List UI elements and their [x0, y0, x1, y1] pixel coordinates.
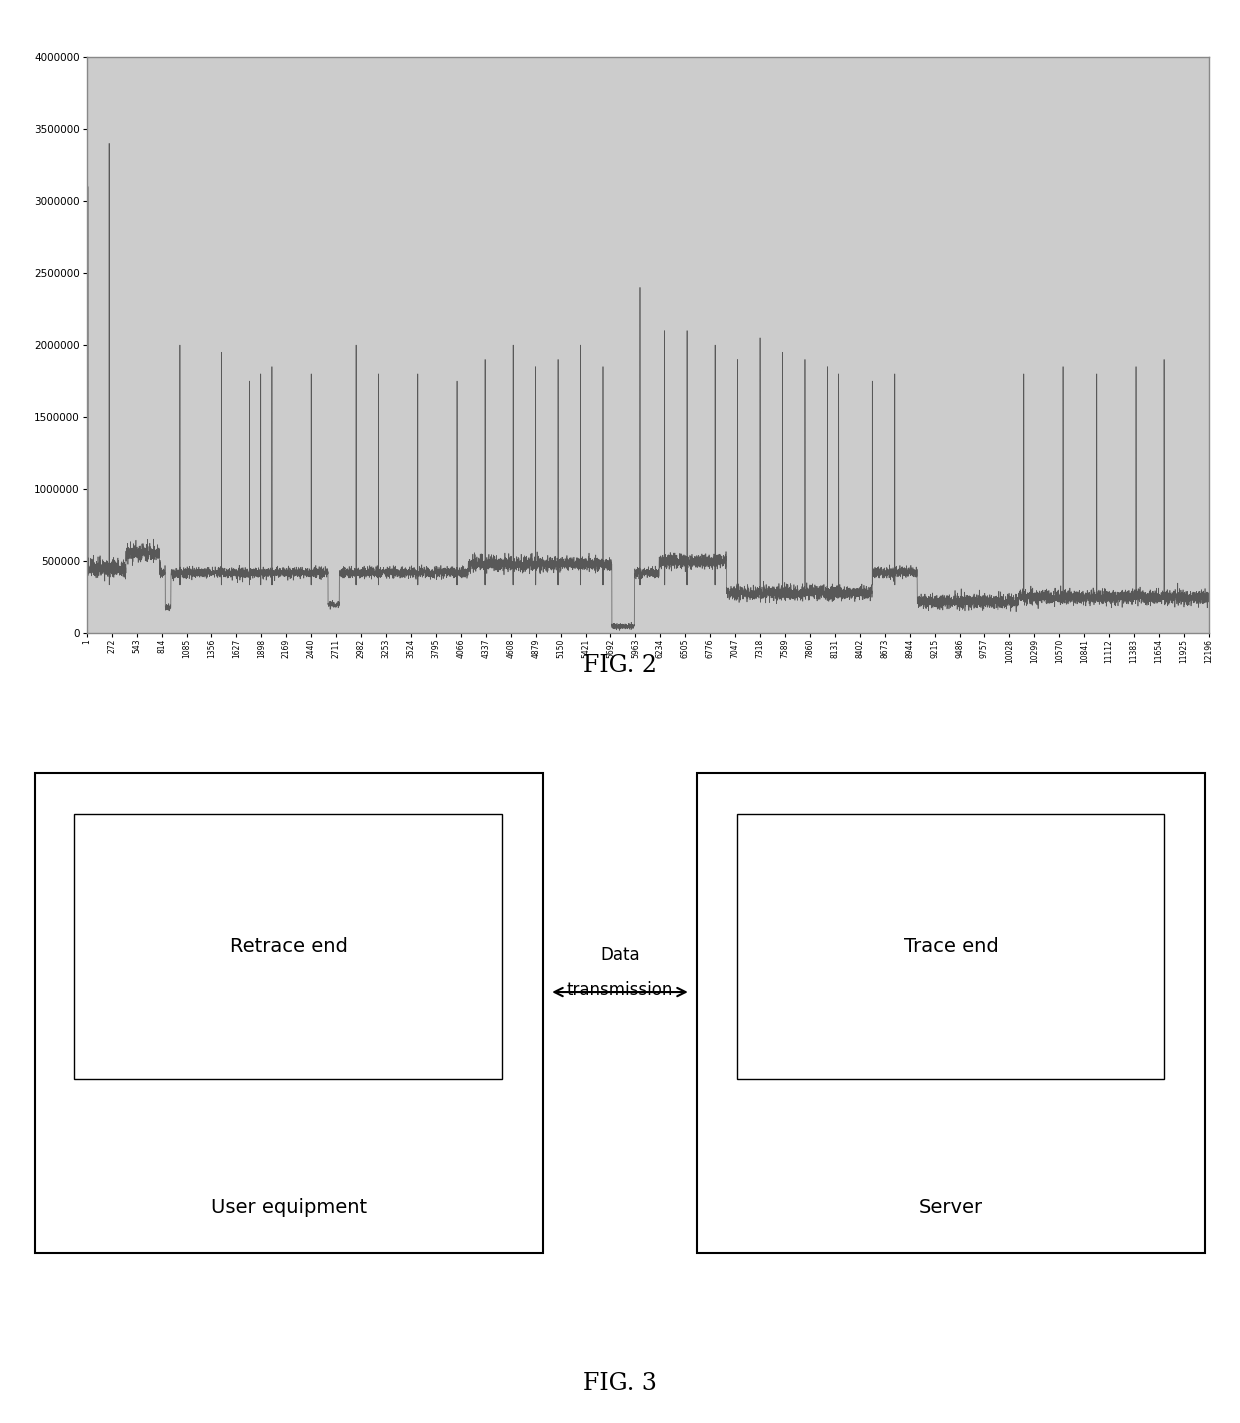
Text: Retrace end: Retrace end [229, 938, 348, 956]
Text: User equipment: User equipment [211, 1198, 367, 1217]
Text: FIG. 3: FIG. 3 [583, 1372, 657, 1395]
Bar [74, 814, 502, 1079]
Bar [697, 773, 1205, 1252]
Text: Server: Server [919, 1198, 983, 1217]
Text: transmission: transmission [567, 982, 673, 999]
Bar [35, 773, 543, 1252]
Text: FIG. 2: FIG. 2 [583, 655, 657, 677]
Text: Data: Data [600, 946, 640, 963]
Bar [737, 814, 1164, 1079]
Text: Trace end: Trace end [904, 938, 998, 956]
